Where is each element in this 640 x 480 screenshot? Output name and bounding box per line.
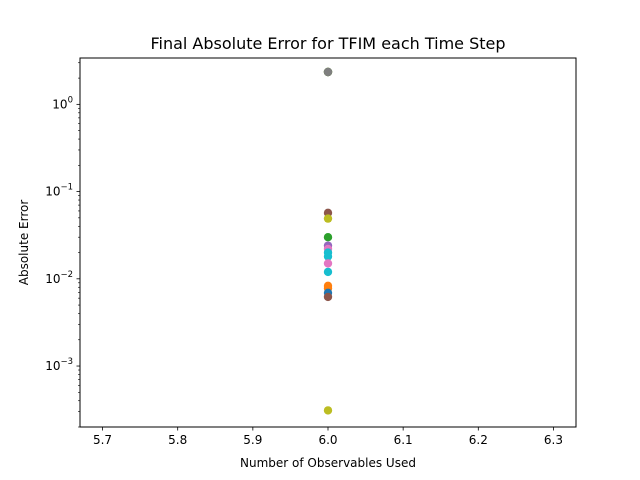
data-point [323, 292, 333, 302]
data-point [323, 67, 333, 77]
x-tick-label: 5.8 [168, 433, 187, 447]
plot-frame [79, 57, 577, 428]
y-axis-ticks: 10−3 10−2 10−1 100 [45, 62, 80, 428]
y-tick-label: 10−3 [45, 357, 73, 373]
points-layer [323, 67, 333, 415]
x-axis-label: Number of Observables Used [240, 456, 416, 470]
data-point [323, 232, 333, 242]
data-point [323, 252, 333, 261]
x-tick-label: 6.0 [318, 433, 337, 447]
chart-title: Final Absolute Error for TFIM each Time … [150, 34, 505, 53]
data-point [323, 259, 333, 268]
data-point [323, 406, 333, 415]
x-tick-label: 6.2 [469, 433, 488, 447]
x-axis-ticks: 5.7 5.8 5.9 6.0 6.1 6.2 6.3 [93, 427, 563, 447]
x-tick-label: 5.7 [93, 433, 112, 447]
y-axis-label: Absolute Error [17, 200, 31, 286]
x-tick-label: 5.9 [243, 433, 262, 447]
data-point [323, 214, 333, 223]
y-tick-label: 100 [52, 95, 73, 111]
x-tick-label: 6.3 [544, 433, 563, 447]
y-tick-label: 10−2 [45, 270, 73, 286]
y-tick-label: 10−1 [45, 183, 73, 199]
data-point [323, 267, 333, 277]
x-tick-label: 6.1 [394, 433, 413, 447]
